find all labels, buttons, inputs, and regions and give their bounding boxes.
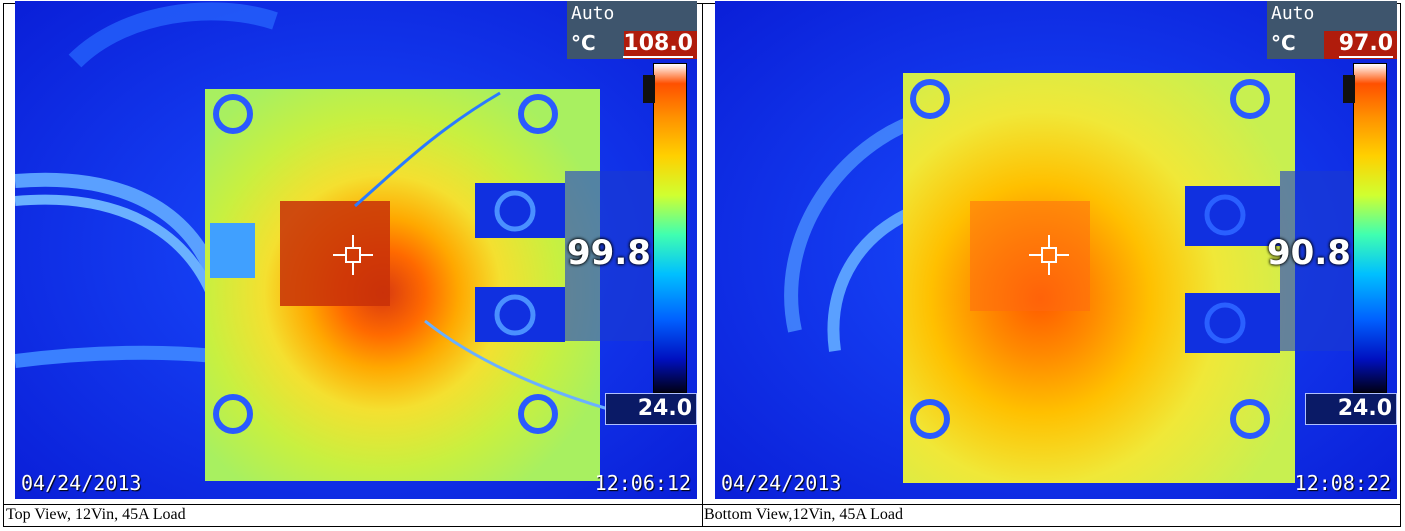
mode-panel: Auto °C 97.0	[1267, 1, 1397, 59]
max-temp-box: 97.0	[1324, 31, 1397, 59]
unit-label: °C	[1271, 31, 1296, 55]
max-temp: 108.0	[623, 31, 693, 58]
thermal-scene-bottom	[715, 1, 1397, 499]
thermal-image-bottom: Auto °C 97.0 24.0 90.8 04/24/2013 12:08:…	[715, 1, 1397, 499]
min-temp: 24.0	[637, 396, 692, 421]
date-stamp: 04/24/2013	[21, 471, 142, 495]
time-stamp: 12:06:12	[594, 471, 691, 495]
mode-panel: Auto °C 108.0	[567, 1, 697, 59]
color-scale-bar	[653, 63, 687, 393]
crosshair-icon	[333, 235, 373, 275]
thermal-scene-top	[15, 1, 697, 499]
column-divider	[702, 4, 703, 526]
color-scale-bar	[1353, 63, 1387, 393]
mode-label: Auto	[571, 3, 615, 24]
min-temp-box: 24.0	[1305, 393, 1397, 425]
figure-table	[3, 3, 1401, 527]
scale-marker-icon	[643, 75, 655, 103]
min-temp-box: 24.0	[605, 393, 697, 425]
caption-bottom-view: Bottom View,12Vin, 45A Load	[704, 506, 903, 523]
thermal-image-top: Auto °C 108.0 24.0 99.8 04/24/2013 12:06…	[15, 1, 697, 499]
mode-label: Auto	[1271, 3, 1315, 24]
spot-temp: 90.8	[1267, 233, 1351, 273]
max-temp: 97.0	[1338, 31, 1393, 58]
date-stamp: 04/24/2013	[721, 471, 842, 495]
min-temp: 24.0	[1337, 396, 1392, 421]
unit-label: °C	[571, 31, 596, 55]
row-divider	[4, 504, 1400, 505]
time-stamp: 12:08:22	[1294, 471, 1391, 495]
spot-temp: 99.8	[567, 233, 651, 273]
caption-top-view: Top View, 12Vin, 45A Load	[6, 506, 186, 523]
scale-marker-icon	[1343, 75, 1355, 103]
max-temp-box: 108.0	[623, 31, 697, 59]
crosshair-icon	[1029, 235, 1069, 275]
